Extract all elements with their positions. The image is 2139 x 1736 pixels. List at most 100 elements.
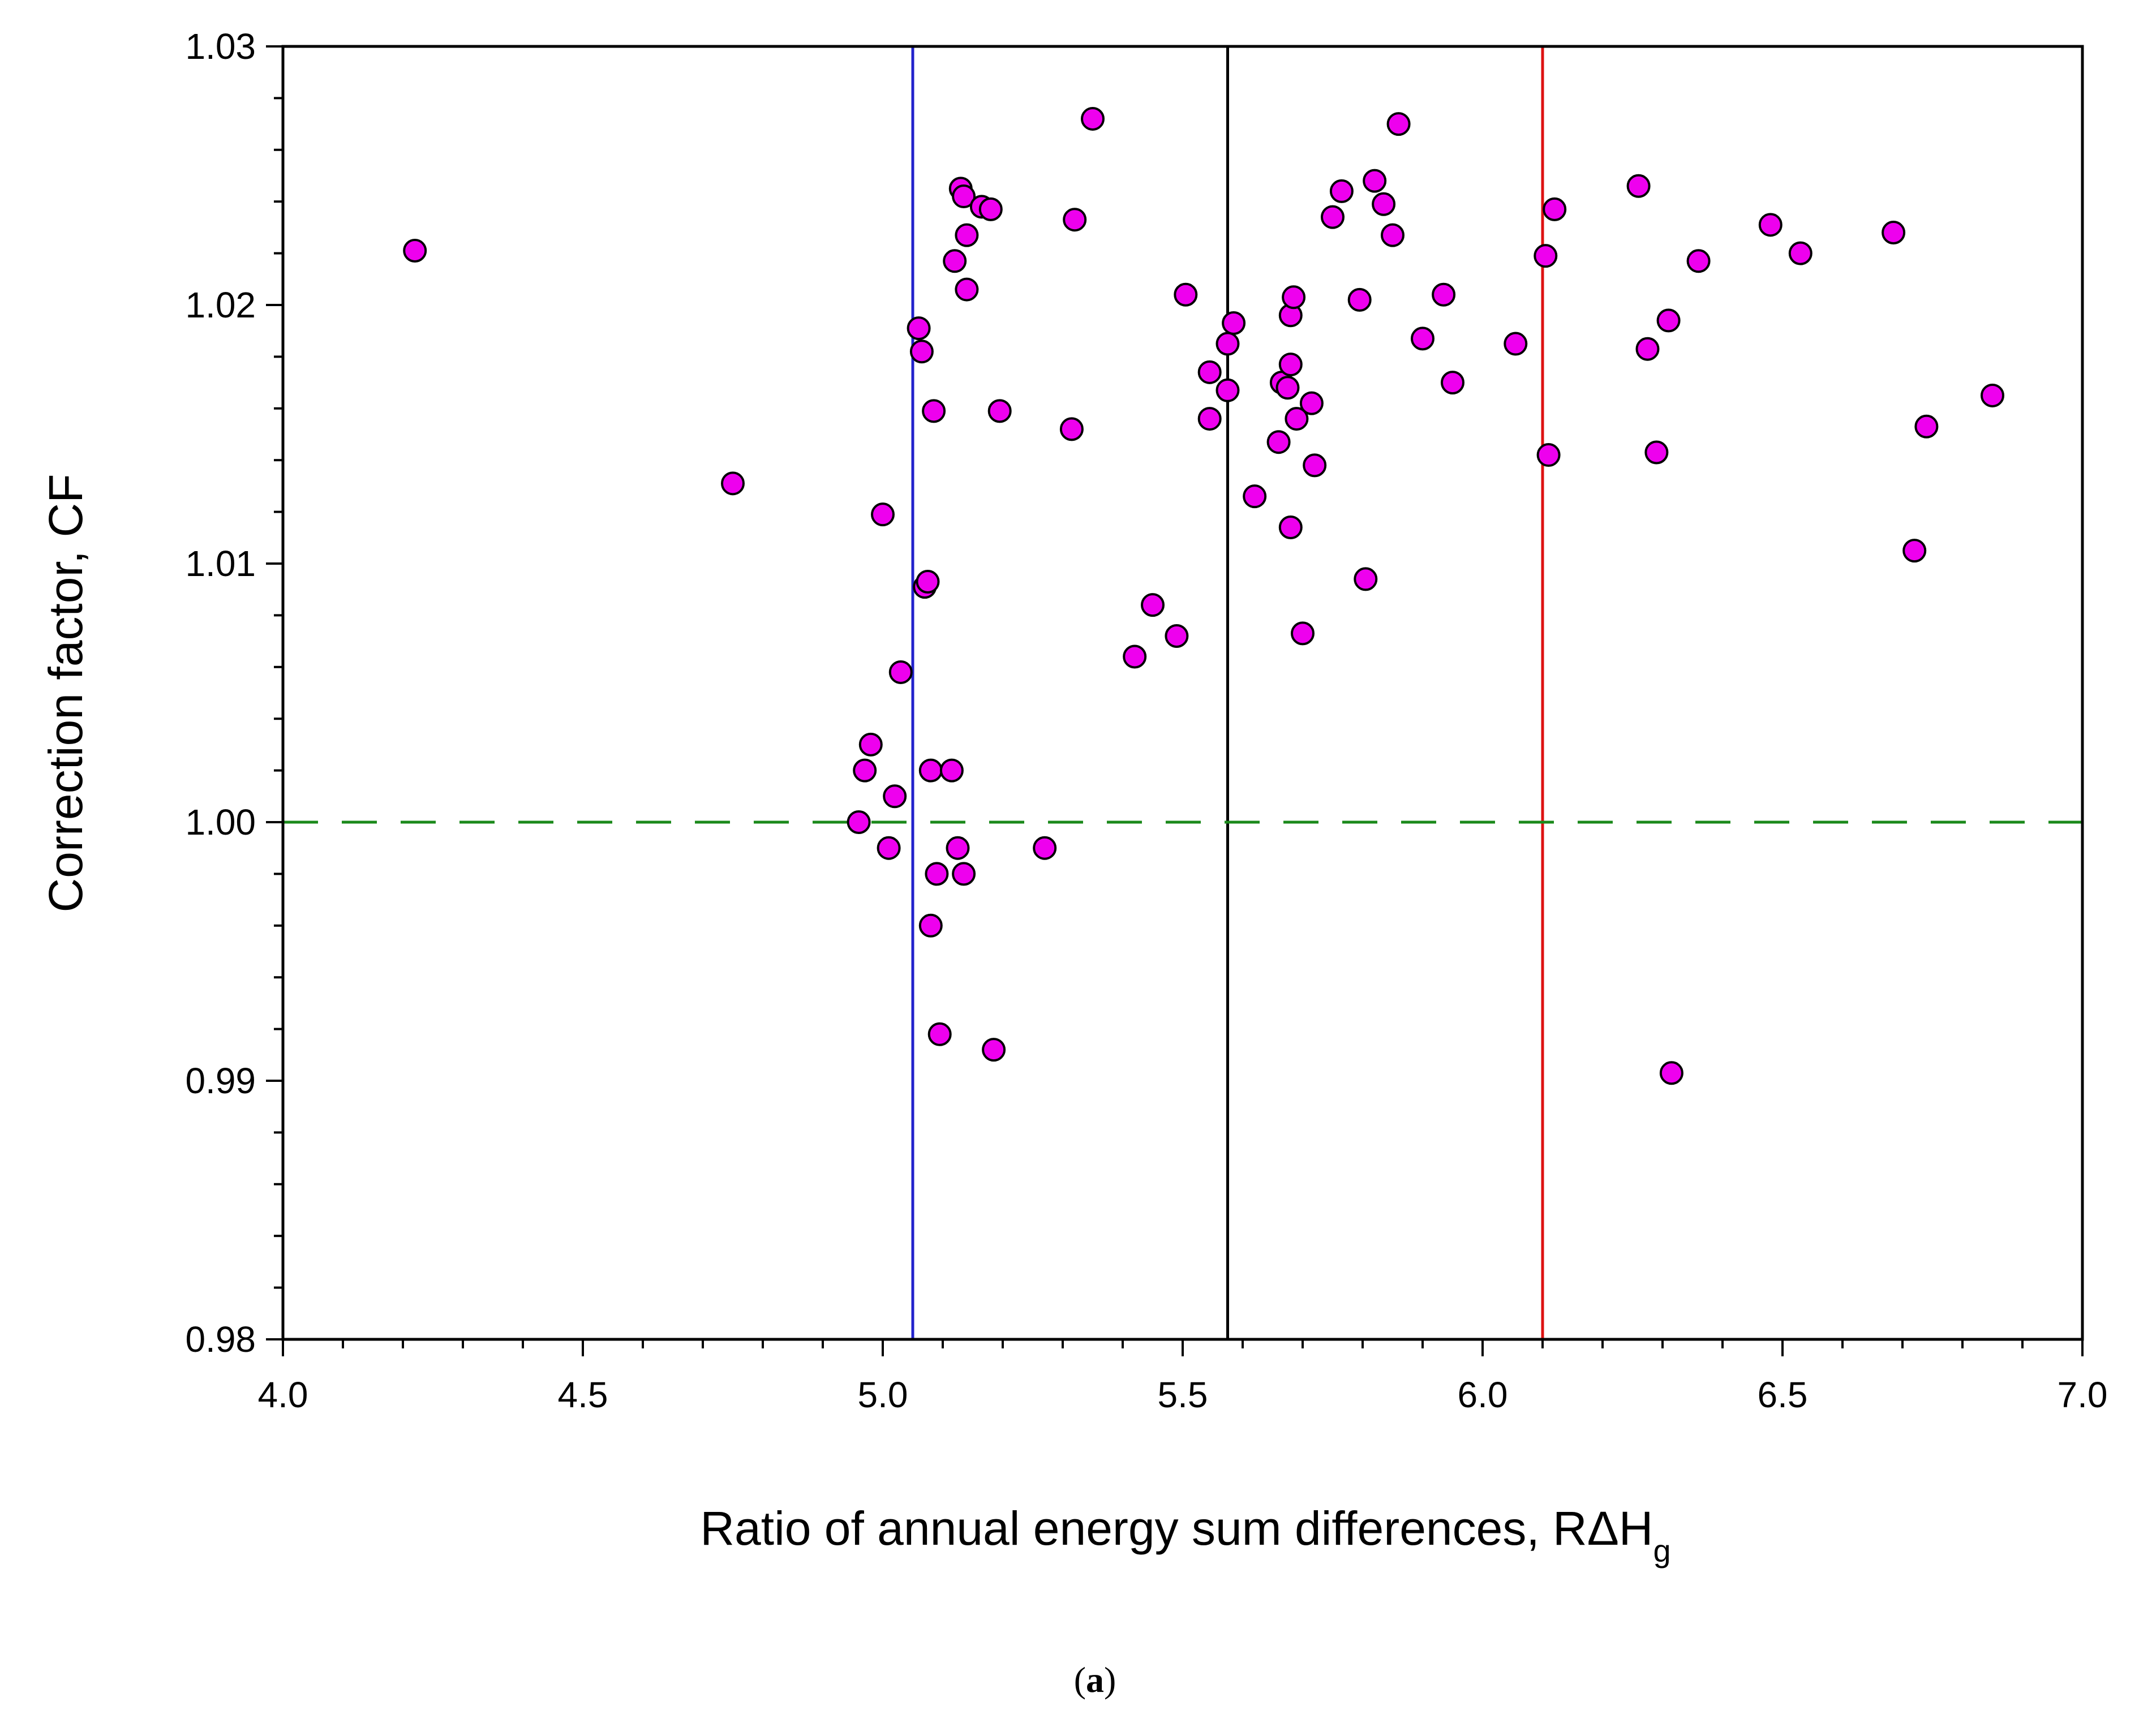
data-point bbox=[1174, 282, 1198, 307]
data-point bbox=[1534, 244, 1558, 268]
data-point bbox=[403, 239, 427, 263]
reference-lines bbox=[283, 46, 2082, 1339]
x-tick-label: 5.0 bbox=[858, 1374, 908, 1415]
data-point bbox=[918, 758, 943, 783]
data-point bbox=[1788, 241, 1812, 265]
data-point bbox=[1291, 621, 1315, 646]
y-tick-label: 1.02 bbox=[185, 285, 256, 325]
data-point bbox=[1381, 223, 1404, 247]
plot-area-frame bbox=[281, 45, 2084, 1341]
x-axis-title: Ratio of annual energy sum differences, … bbox=[700, 1502, 1670, 1569]
data-point bbox=[1141, 593, 1165, 617]
data-point bbox=[1215, 378, 1240, 402]
data-point bbox=[1165, 624, 1189, 648]
y-tick-label: 1.00 bbox=[185, 802, 256, 843]
data-point bbox=[907, 316, 931, 341]
x-axis-title-subscript: g bbox=[1653, 1533, 1670, 1569]
data-point bbox=[1285, 407, 1309, 431]
data-point bbox=[858, 732, 883, 757]
data-point bbox=[1644, 440, 1669, 465]
x-tick-label: 4.5 bbox=[558, 1374, 608, 1415]
y-axis-tick-labels: 0.98 0.99 1.00 1.01 1.02 1.03 bbox=[185, 26, 256, 1360]
data-point bbox=[978, 197, 1003, 221]
data-point bbox=[853, 758, 877, 783]
data-point bbox=[1303, 453, 1327, 478]
y-tick-label: 1.01 bbox=[185, 543, 256, 584]
data-point bbox=[1411, 326, 1434, 351]
data-point bbox=[877, 836, 901, 860]
data-point bbox=[1033, 836, 1057, 860]
figure-caption: (a) bbox=[1074, 1660, 1116, 1700]
data-point bbox=[987, 399, 1012, 423]
data-point bbox=[939, 758, 964, 783]
data-point bbox=[1914, 414, 1939, 439]
data-point bbox=[1329, 179, 1354, 203]
y-axis-title: Correction factor, CF bbox=[39, 474, 92, 913]
data-point bbox=[952, 184, 976, 209]
data-point bbox=[883, 784, 907, 809]
x-tick-label: 4.0 bbox=[258, 1374, 308, 1415]
data-point bbox=[1386, 112, 1411, 136]
data-point bbox=[888, 660, 913, 684]
data-point bbox=[1123, 644, 1147, 669]
data-point bbox=[1197, 360, 1222, 384]
data-point bbox=[1347, 287, 1372, 312]
data-point bbox=[1275, 376, 1300, 400]
data-point bbox=[922, 399, 946, 423]
data-point bbox=[1278, 353, 1303, 377]
x-axis-title-main: Ratio of annual energy sum differences, … bbox=[700, 1502, 1653, 1555]
data-point bbox=[955, 277, 979, 302]
data-point bbox=[952, 862, 976, 886]
data-point bbox=[943, 249, 967, 273]
data-point bbox=[847, 810, 871, 834]
data-point bbox=[1266, 430, 1291, 454]
minor-ticks bbox=[266, 45, 2084, 1356]
x-axis-tick-labels: 4.0 4.5 5.0 5.5 6.0 6.5 7.0 bbox=[258, 1374, 2108, 1415]
data-point bbox=[918, 913, 943, 938]
data-point bbox=[1432, 282, 1456, 307]
data-point bbox=[909, 340, 934, 364]
x-tick-label: 5.5 bbox=[1158, 1374, 1208, 1415]
data-point bbox=[1635, 337, 1660, 361]
data-point bbox=[916, 569, 940, 594]
data-point bbox=[982, 1038, 1006, 1062]
data-point bbox=[1282, 285, 1306, 310]
data-point bbox=[1659, 1061, 1683, 1085]
data-point bbox=[1243, 484, 1267, 509]
caption-close-paren: ) bbox=[1104, 1660, 1116, 1700]
data-point bbox=[1081, 106, 1105, 131]
data-point bbox=[1504, 332, 1528, 356]
data-point bbox=[1354, 567, 1378, 591]
data-point bbox=[1626, 174, 1651, 198]
data-point bbox=[1536, 443, 1561, 467]
caption-letter: a bbox=[1086, 1660, 1104, 1700]
y-tick-label: 1.03 bbox=[185, 26, 256, 67]
x-tick-label: 6.0 bbox=[1458, 1374, 1508, 1415]
data-point bbox=[1981, 383, 2004, 407]
data-point bbox=[1197, 407, 1222, 431]
data-point bbox=[1656, 308, 1681, 333]
data-point bbox=[1882, 221, 1906, 245]
data-point bbox=[1543, 197, 1567, 221]
data-points bbox=[403, 106, 2004, 1085]
data-point bbox=[955, 223, 979, 247]
data-point bbox=[721, 471, 745, 496]
data-point bbox=[1902, 539, 1927, 563]
data-point bbox=[1278, 515, 1303, 540]
data-point bbox=[946, 836, 970, 860]
data-point bbox=[1363, 169, 1387, 193]
caption-open-paren: ( bbox=[1074, 1660, 1086, 1700]
data-point bbox=[925, 862, 949, 886]
x-tick-label: 6.5 bbox=[1758, 1374, 1808, 1415]
data-point bbox=[1686, 249, 1711, 273]
data-point bbox=[1215, 332, 1240, 356]
data-point bbox=[1321, 205, 1345, 229]
data-point bbox=[1063, 208, 1087, 232]
y-tick-label: 0.99 bbox=[185, 1060, 256, 1101]
data-point bbox=[1059, 417, 1084, 441]
data-point bbox=[871, 502, 895, 527]
data-point bbox=[1372, 192, 1396, 216]
data-point bbox=[1222, 311, 1246, 335]
data-point bbox=[1758, 213, 1782, 237]
